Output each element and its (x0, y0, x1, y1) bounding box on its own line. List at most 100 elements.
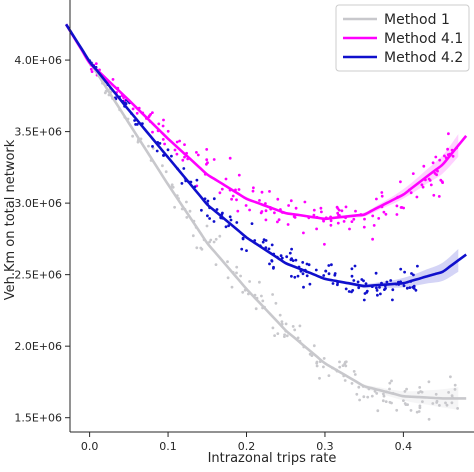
y-axis-label: Veh.Km on total network (3, 139, 18, 300)
data-point-method-1 (273, 334, 276, 337)
data-point-method-4-2 (206, 199, 210, 203)
data-point-method-1 (298, 324, 302, 328)
data-point-method-4-1 (183, 143, 186, 147)
data-point-method-1 (271, 326, 275, 330)
data-point-method-4-1 (415, 195, 419, 199)
data-point-method-4-1 (399, 180, 402, 184)
data-point-method-4-1 (421, 185, 425, 189)
x-tick-label: 0.1 (159, 440, 177, 453)
data-point-method-1 (384, 400, 388, 403)
data-point-method-1 (248, 280, 252, 283)
data-point-method-4-2 (391, 288, 395, 292)
data-point-method-1 (283, 333, 286, 337)
data-point-method-1 (450, 394, 454, 398)
data-point-method-4-2 (290, 247, 293, 251)
data-point-method-4-1 (286, 223, 290, 226)
data-point-method-4-1 (175, 140, 179, 144)
data-point-method-4-2 (228, 215, 232, 219)
data-point-method-4-1 (409, 191, 413, 195)
data-point-method-4-2 (293, 275, 297, 279)
data-point-method-1 (395, 408, 399, 412)
data-point-method-4-1 (252, 186, 255, 190)
data-point-method-4-1 (438, 158, 442, 162)
legend-label-method-4-1: Method 4.1 (384, 31, 463, 47)
data-point-method-1 (239, 274, 243, 278)
y-tick-label: 1.5E+06 (14, 412, 62, 425)
data-point-method-1 (188, 209, 192, 213)
data-point-method-4-1 (276, 220, 279, 224)
data-point-method-4-1 (196, 153, 200, 157)
data-point-method-4-1 (224, 177, 228, 181)
data-point-method-4-2 (305, 274, 309, 278)
data-point-method-4-2 (399, 267, 403, 271)
data-point-method-4-2 (224, 225, 228, 229)
data-point-method-1 (417, 391, 420, 395)
data-point-method-1 (185, 216, 189, 219)
data-point-method-1 (427, 380, 431, 384)
data-point-method-4-1 (348, 227, 351, 231)
data-point-method-1 (376, 409, 380, 413)
data-point-method-1 (353, 373, 357, 376)
data-point-method-4-1 (323, 242, 326, 246)
data-point-method-4-2 (155, 149, 159, 153)
data-point-method-4-1 (447, 132, 450, 136)
data-point-method-4-2 (151, 145, 154, 148)
data-point-method-4-2 (375, 286, 378, 290)
data-point-method-1 (447, 391, 450, 394)
data-point-method-1 (214, 263, 218, 266)
data-point-method-1 (388, 381, 392, 385)
data-point-method-4-2 (301, 272, 305, 276)
data-point-method-4-1 (451, 154, 455, 158)
data-point-method-4-2 (261, 240, 265, 244)
data-point-method-4-1 (260, 190, 264, 194)
data-point-method-4-1 (90, 70, 94, 73)
data-point-method-4-2 (250, 222, 254, 226)
data-point-method-4-1 (181, 158, 185, 162)
data-point-method-1 (254, 307, 258, 311)
data-point-method-4-2 (135, 123, 139, 126)
data-point-method-4-1 (131, 107, 135, 111)
data-point-method-4-2 (279, 254, 283, 258)
data-point-method-4-1 (303, 200, 307, 204)
data-point-method-4-1 (248, 208, 252, 212)
data-point-method-4-1 (422, 164, 426, 168)
data-point-method-4-2 (350, 267, 354, 271)
data-point-method-4-1 (135, 111, 139, 115)
legend-label-method-1: Method 1 (384, 12, 450, 28)
data-point-method-1 (312, 344, 316, 348)
data-point-method-4-2 (227, 224, 231, 228)
data-point-method-4-1 (287, 204, 290, 207)
data-point-method-4-1 (432, 193, 436, 197)
data-point-method-4-1 (362, 225, 366, 229)
data-point-method-1 (131, 134, 135, 138)
data-point-method-4-1 (161, 124, 165, 128)
data-point-method-4-1 (315, 227, 318, 231)
data-point-method-4-2 (294, 258, 298, 262)
data-point-method-4-1 (344, 205, 348, 209)
data-point-method-4-2 (288, 251, 292, 255)
data-point-method-4-2 (351, 289, 355, 292)
data-point-method-1 (343, 362, 347, 366)
data-point-method-4-2 (412, 287, 416, 290)
data-point-method-4-1 (352, 217, 356, 221)
data-point-method-1 (352, 370, 356, 373)
data-point-method-4-1 (289, 199, 293, 203)
data-point-method-4-1 (294, 206, 298, 210)
data-point-method-4-2 (376, 293, 379, 297)
data-point-method-1 (185, 200, 188, 204)
data-point-method-1 (418, 404, 422, 408)
data-point-method-4-2 (200, 208, 203, 212)
data-point-method-4-1 (212, 158, 216, 161)
data-point-method-4-2 (414, 288, 418, 292)
data-point-method-1 (315, 360, 319, 364)
data-point-method-4-2 (241, 236, 245, 240)
data-point-method-1 (362, 395, 366, 399)
data-point-method-4-2 (408, 286, 412, 289)
data-point-method-4-2 (330, 263, 333, 267)
data-point-method-4-1 (205, 158, 209, 162)
data-point-method-1 (438, 404, 441, 407)
data-point-method-4-2 (302, 285, 305, 289)
data-point-method-4-1 (89, 67, 93, 71)
data-point-method-4-1 (302, 231, 305, 235)
data-point-method-4-1 (218, 191, 222, 195)
